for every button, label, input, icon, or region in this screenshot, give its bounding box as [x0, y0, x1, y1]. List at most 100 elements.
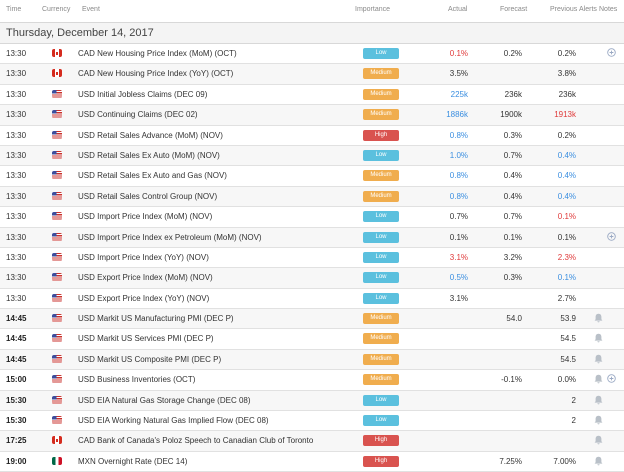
event-time: 15:30 [6, 416, 27, 426]
event-name[interactable]: MXN Overnight Rate (DEC 14) [78, 456, 188, 466]
table-row[interactable]: 15:30 USD EIA Working Natural Gas Implied… [0, 411, 624, 432]
bell-icon[interactable] [594, 313, 603, 323]
table-row[interactable]: 13:30 USD Export Price Index (MoM) (NOV) L… [0, 268, 624, 289]
bell-icon[interactable] [594, 395, 603, 405]
event-name[interactable]: USD Markit US Services PMI (DEC P) [78, 334, 214, 344]
header-notes: Notes [599, 6, 618, 13]
bell-icon[interactable] [594, 374, 603, 384]
table-row[interactable]: 13:30 USD Continuing Claims (DEC 02) Mediu… [0, 105, 624, 126]
event-name[interactable]: USD Export Price Index (YoY) (NOV) [78, 293, 210, 303]
forecast-value: 7.25% [499, 456, 522, 466]
importance-badge: Low [363, 48, 399, 59]
us-flag-icon [52, 232, 62, 241]
table-row[interactable]: 14:45 USD Markit US Composite PMI (DEC P)… [0, 349, 624, 371]
us-flag-icon [52, 89, 62, 98]
actual-value: 0.1% [449, 49, 468, 58]
importance-badge: Medium [363, 170, 399, 182]
event-name[interactable]: USD Import Price Index ex Petroleum (MoM… [78, 232, 262, 242]
importance-badge: Medium [363, 353, 399, 365]
event-name[interactable]: USD Retail Sales Ex Auto (MoM) (NOV) [78, 150, 220, 160]
event-name[interactable]: USD Markit US Composite PMI (DEC P) [78, 354, 222, 364]
event-name[interactable]: USD Export Price Index (MoM) (NOV) [78, 273, 213, 283]
ca-flag-icon [52, 436, 62, 445]
header-time[interactable]: Time [6, 6, 22, 13]
table-row[interactable]: 13:30 USD Export Price Index (YoY) (NOV) L… [0, 289, 624, 310]
us-flag-icon [52, 110, 62, 119]
add-note-icon[interactable] [607, 231, 616, 241]
event-time: 13:30 [6, 212, 27, 222]
table-row[interactable]: 13:30 CAD New Housing Price Index (MoM) (… [0, 44, 624, 65]
event-name[interactable]: USD Continuing Claims (DEC 02) [78, 110, 198, 120]
bell-icon[interactable] [594, 435, 603, 445]
event-name[interactable]: USD Business Inventories (OCT) [78, 375, 196, 385]
mx-flag-icon [52, 456, 62, 465]
event-name[interactable]: USD Markit US Manufacturing PMI (DEC P) [78, 314, 234, 324]
table-row[interactable]: 13:30 USD Retail Sales Control Group (NOV… [0, 186, 624, 208]
event-time: 13:30 [6, 191, 27, 201]
event-time: 19:00 [6, 456, 27, 466]
event-name[interactable]: USD Import Price Index (YoY) (NOV) [78, 252, 209, 262]
table-row[interactable]: 13:30 USD Import Price Index (MoM) (NOV) L… [0, 207, 624, 228]
table-row[interactable]: 13:30 USD Retail Sales Advance (MoM) (NOV… [0, 126, 624, 146]
date-heading-row: Thursday, December 14, 2017 [0, 23, 624, 44]
bell-icon[interactable] [594, 415, 603, 425]
table-row[interactable]: 14:45 USD Markit US Services PMI (DEC P) M… [0, 329, 624, 350]
event-name[interactable]: USD Retail Sales Advance (MoM) (NOV) [78, 130, 223, 140]
previous-value: 236k [558, 89, 576, 99]
header-previous[interactable]: Previous [550, 6, 578, 13]
table-row[interactable]: 15:30 USD EIA Natural Gas Storage Change … [0, 390, 624, 412]
event-name[interactable]: USD Import Price Index (MoM) (NOV) [78, 212, 213, 222]
event-name[interactable]: CAD Bank of Canada's Poloz Speech to Can… [78, 436, 314, 446]
table-row[interactable]: 15:00 USD Business Inventories (OCT) Mediu… [0, 370, 624, 391]
table-row[interactable]: 13:30 USD Import Price Index (YoY) (NOV) L… [0, 248, 624, 269]
us-flag-icon [52, 354, 62, 363]
importance-badge: Low [363, 272, 399, 284]
importance-badge: Medium [363, 333, 399, 345]
bell-icon[interactable] [594, 333, 603, 343]
us-flag-icon [52, 314, 62, 323]
column-header-row: Time Currency Event Importance Actual Fo… [0, 0, 624, 23]
event-time: 14:45 [6, 354, 27, 364]
table-row[interactable]: 13:30 CAD New Housing Price Index (YoY) (… [0, 64, 624, 85]
us-flag-icon [52, 416, 62, 425]
header-currency[interactable]: Currency [42, 6, 71, 13]
event-name[interactable]: USD Retail Sales Ex Auto and Gas (NOV) [78, 171, 227, 181]
event-name[interactable]: USD Initial Jobless Claims (DEC 09) [78, 89, 208, 99]
importance-badge: High [363, 435, 399, 447]
actual-value: 3.1% [449, 293, 468, 303]
header-event[interactable]: Event [82, 6, 100, 13]
event-name[interactable]: CAD New Housing Price Index (MoM) (OCT) [78, 49, 237, 58]
importance-badge: High [363, 129, 399, 141]
table-row[interactable]: 19:00 MXN Overnight Rate (DEC 14) High 7.25… [0, 452, 624, 472]
add-note-icon[interactable] [607, 48, 616, 57]
header-forecast[interactable]: Forecast [500, 6, 528, 13]
table-row[interactable]: 14:45 USD Markit US Manufacturing PMI (DE… [0, 309, 624, 330]
actual-value: 3.5% [449, 69, 468, 79]
bell-icon[interactable] [594, 354, 603, 364]
forecast-value: 3.2% [503, 252, 522, 262]
header-actual[interactable]: Actual [448, 6, 468, 13]
event-name[interactable]: USD EIA Natural Gas Storage Change (DEC … [78, 395, 251, 405]
forecast-value: 0.7% [503, 212, 522, 222]
event-time: 13:30 [6, 49, 27, 58]
forecast-value: 0.3% [503, 130, 522, 140]
event-time: 13:30 [6, 171, 27, 181]
event-name[interactable]: USD Retail Sales Control Group (NOV) [78, 191, 218, 201]
forecast-value: 0.4% [503, 191, 522, 201]
importance-badge: Low [363, 415, 399, 427]
forecast-value: 0.3% [503, 273, 522, 283]
table-row[interactable]: 13:30 USD Import Price Index ex Petroleum… [0, 227, 624, 248]
event-time: 13:30 [6, 273, 27, 283]
event-time: 13:30 [6, 130, 27, 140]
table-row[interactable]: 13:30 USD Initial Jobless Claims (DEC 09)… [0, 85, 624, 106]
previous-value: 0.0% [557, 375, 576, 385]
event-name[interactable]: CAD New Housing Price Index (YoY) (OCT) [78, 69, 234, 79]
bell-icon[interactable] [594, 456, 603, 466]
header-importance[interactable]: Importance [355, 6, 391, 13]
add-note-icon[interactable] [607, 374, 616, 383]
table-row[interactable]: 13:30 USD Retail Sales Ex Auto (MoM) (NOV… [0, 145, 624, 167]
event-name[interactable]: USD EIA Working Natural Gas Implied Flow… [78, 416, 269, 426]
table-row[interactable]: 13:30 USD Retail Sales Ex Auto and Gas (N… [0, 166, 624, 187]
previous-value: 3.8% [557, 69, 576, 79]
table-row[interactable]: 17:25 CAD Bank of Canada's Poloz Speech t… [0, 431, 624, 452]
